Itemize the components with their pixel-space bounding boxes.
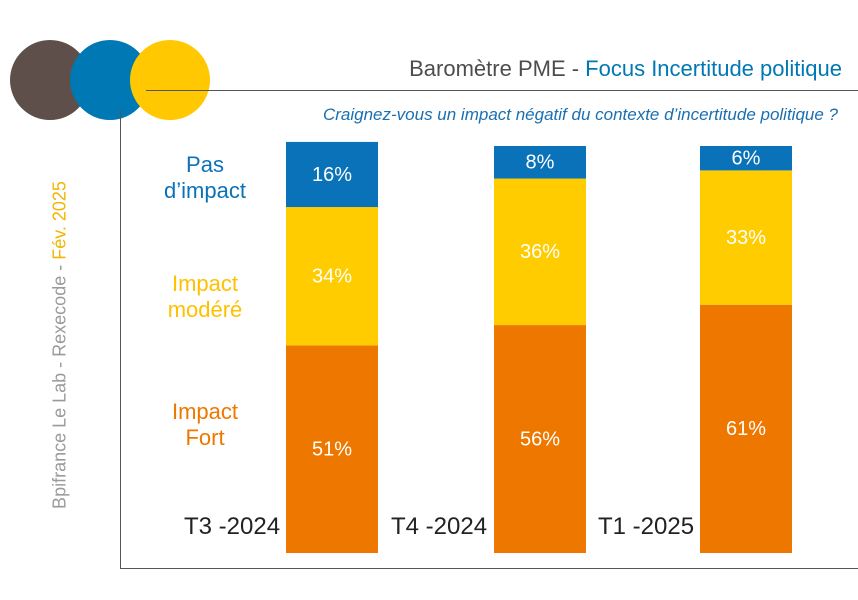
axis-line-vertical — [120, 110, 121, 568]
x-tick-label: T4 -2024 — [391, 513, 488, 540]
legend-fort-line2: Fort — [185, 425, 225, 450]
data-label: 34% — [312, 266, 352, 288]
legend-modere-line2: modéré — [167, 297, 243, 322]
data-label: 61% — [726, 418, 766, 440]
data-label: 56% — [520, 428, 560, 450]
bar-pas-impact — [700, 146, 792, 171]
data-label: 33% — [726, 227, 766, 249]
bar-impact-fort — [286, 345, 378, 553]
bar-impact-modere — [286, 207, 378, 346]
bar-pas-impact — [286, 141, 378, 208]
data-label: 36% — [520, 241, 560, 263]
title-rule — [146, 90, 858, 91]
question-text: Craignez-vous un impact négatif du conte… — [322, 105, 838, 124]
legend-pas-impact: Pas d’impact — [150, 152, 260, 204]
x-tick-label: T1 -2025 — [598, 513, 695, 540]
bar-impact-fort — [700, 304, 792, 553]
data-label: 8% — [526, 152, 555, 174]
legend-fort-line1: Impact — [171, 399, 239, 424]
data-label: 51% — [312, 438, 352, 460]
legend-modere-line1: Impact — [171, 271, 239, 296]
page-title: Baromètre PME - Focus Incertitude politi… — [409, 56, 842, 82]
title-prefix: Baromètre PME - — [409, 56, 586, 81]
logo-circle-yellow — [130, 40, 210, 120]
data-label: 6% — [732, 147, 761, 169]
legend-pas-impact-line1: Pas — [186, 152, 224, 177]
bar-impact-modere — [700, 170, 792, 305]
bar-impact-modere — [494, 178, 586, 326]
title-accent: Focus Incertitude politique — [585, 56, 842, 81]
legend-pas-impact-line2: d’impact — [164, 178, 246, 203]
legend-fort: Impact Fort — [150, 399, 260, 451]
bar-impact-fort — [494, 325, 586, 553]
bar-pas-impact — [494, 146, 586, 179]
axis-line-horizontal — [120, 568, 858, 569]
legend-modere: Impact modéré — [150, 271, 260, 323]
data-label: 16% — [312, 164, 352, 186]
x-tick-label: T3 -2024 — [184, 513, 281, 540]
